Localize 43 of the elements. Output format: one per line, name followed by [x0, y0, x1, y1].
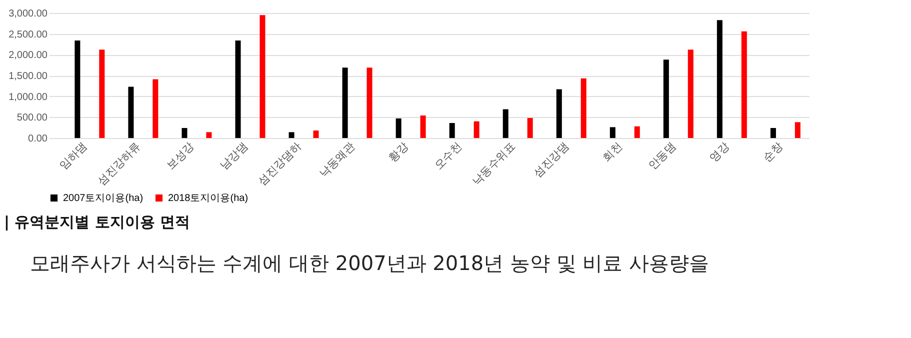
x-tick-label: 회천 — [600, 140, 625, 165]
y-tick-label: 2,000.00 — [8, 50, 48, 62]
bar — [741, 31, 747, 138]
text: 모래주사가 서식하는 수계에 대한 2007년과 2018년 농약 및 비료 사용량을 — [30, 250, 710, 277]
y-tick-label: 2,500.00 — [8, 29, 48, 40]
bar — [74, 40, 80, 138]
bar — [420, 116, 426, 138]
y-tick-label: 500.00 — [16, 112, 48, 124]
bar — [527, 118, 533, 138]
bar — [610, 127, 616, 138]
bar — [502, 109, 508, 138]
y-tick-label: 3,000.00 — [8, 8, 48, 20]
bar — [556, 89, 562, 138]
x-tick-label: 황강 — [386, 140, 411, 165]
bar — [634, 126, 640, 138]
legend-label: 2018토지이용(ha) — [168, 193, 248, 204]
bar — [688, 50, 694, 138]
bar — [716, 20, 722, 138]
bar — [794, 122, 800, 138]
bar — [288, 132, 294, 138]
bar — [474, 121, 480, 138]
bar — [342, 68, 348, 138]
bar — [99, 50, 105, 138]
bar — [580, 78, 586, 138]
bar — [366, 68, 372, 138]
bar — [235, 40, 241, 138]
text: | 유역분지별 토지이용 면적 — [4, 213, 192, 232]
y-tick-label: 0.00 — [28, 134, 48, 144]
bar — [260, 15, 266, 138]
y-tick-label: 1,000.00 — [8, 92, 48, 103]
bar — [128, 86, 134, 138]
bar — [182, 128, 188, 138]
x-tick-label: 영강 — [708, 140, 732, 165]
legend-label: 2007토지이용(ha) — [63, 193, 144, 204]
bar — [770, 128, 776, 138]
bar — [152, 79, 158, 138]
y-tick-label: 1,500.00 — [8, 71, 48, 82]
bar — [396, 118, 402, 138]
bar — [449, 123, 455, 138]
bar — [313, 130, 319, 138]
bar — [663, 60, 669, 138]
bar — [206, 132, 212, 138]
x-tick-label: 순창 — [761, 140, 786, 165]
